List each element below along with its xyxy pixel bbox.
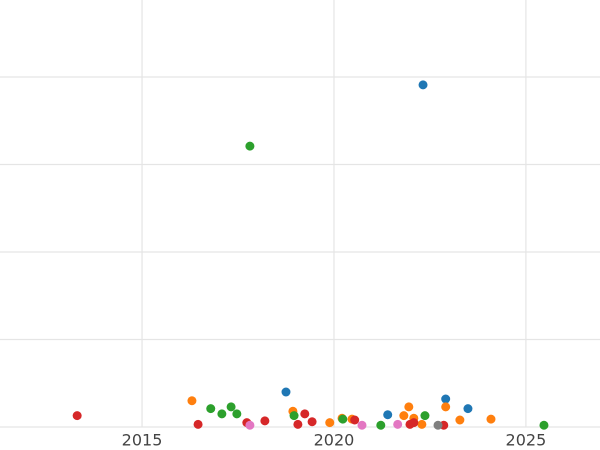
point <box>441 394 451 404</box>
point <box>376 420 386 430</box>
x-tick-label: 2025 <box>506 431 547 450</box>
point <box>338 414 348 424</box>
point <box>357 420 367 430</box>
point <box>350 415 360 425</box>
point <box>433 420 443 430</box>
point <box>539 420 549 430</box>
point <box>72 411 82 421</box>
point <box>399 411 409 421</box>
x-tick-label: 2020 <box>314 431 355 450</box>
point <box>441 402 451 412</box>
point <box>206 404 216 414</box>
x-tick-label: 2015 <box>122 431 163 450</box>
point <box>281 387 291 397</box>
point <box>325 418 335 428</box>
point <box>418 80 428 90</box>
point <box>463 404 473 414</box>
point <box>300 409 310 419</box>
point <box>245 141 255 151</box>
point <box>307 417 317 427</box>
point <box>383 410 393 420</box>
point <box>232 409 242 419</box>
point <box>260 416 270 426</box>
point <box>187 396 197 406</box>
point <box>193 419 203 429</box>
point <box>289 411 299 421</box>
point <box>420 411 430 421</box>
point <box>455 415 465 425</box>
point <box>217 409 227 419</box>
point <box>245 420 255 430</box>
point <box>404 402 414 412</box>
point <box>409 418 419 428</box>
point <box>393 419 403 429</box>
point <box>417 419 427 429</box>
point <box>226 402 236 412</box>
point <box>293 419 303 429</box>
point <box>486 414 496 424</box>
